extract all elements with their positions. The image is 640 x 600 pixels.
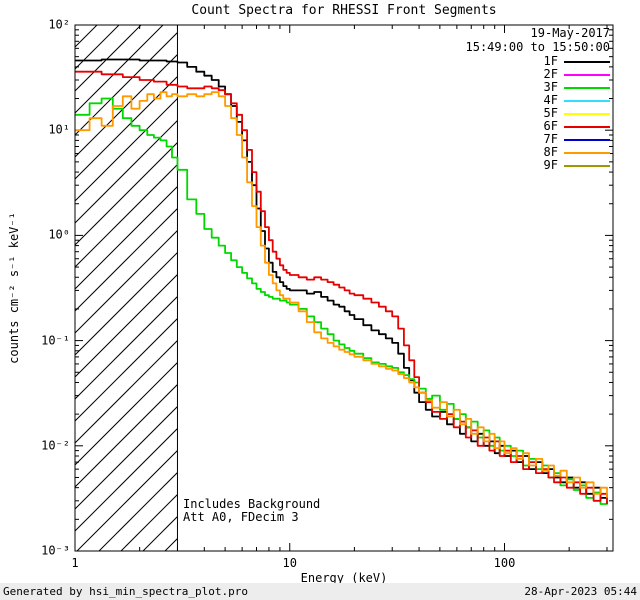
- legend-label: 1F: [543, 54, 558, 68]
- legend-label: 3F: [543, 80, 558, 94]
- legend-row-5F: 5F: [466, 106, 610, 120]
- legend-color-line: [564, 125, 610, 128]
- legend-entries: 1F 2F 3F 4F 5F 6F 7F 8F 9F: [466, 54, 610, 172]
- y-axis-label: counts cm⁻² s⁻¹ keV⁻¹: [7, 212, 21, 364]
- x-tick-label: 10: [282, 556, 297, 570]
- legend-color-line: [564, 60, 610, 63]
- legend-color-line: [564, 164, 610, 167]
- legend-row-6F: 6F: [466, 119, 610, 133]
- y-tick-label: 10⁻³: [41, 543, 70, 558]
- y-tick-label: 10²: [48, 17, 70, 32]
- y-tick-label: 10⁻¹: [41, 332, 70, 347]
- legend-label: 8F: [543, 145, 558, 159]
- legend-color-line: [564, 99, 610, 102]
- footer-bar: Generated by hsi_min_spectra_plot.pro 28…: [0, 583, 640, 600]
- x-axis-label: Energy (keV): [300, 571, 388, 585]
- y-tick-label: 10⁰: [48, 227, 70, 242]
- legend-label: 4F: [543, 93, 558, 107]
- legend-row-8F: 8F: [466, 145, 610, 159]
- series-line-3F: [75, 97, 608, 505]
- legend: 19-May-2017 15:49:00 to 15:50:00 1F 2F 3F 4…: [465, 26, 611, 172]
- annotation-attenuator-state: Att A0, FDecim 3: [183, 510, 299, 524]
- legend-row-1F: 1F: [466, 54, 610, 68]
- legend-color-line: [564, 138, 610, 141]
- legend-row-9F: 9F: [466, 158, 610, 172]
- legend-color-line: [564, 73, 610, 76]
- legend-date: 19-May-2017: [530, 26, 610, 40]
- plot-frame: [74, 24, 614, 552]
- axis-ticks: [74, 24, 613, 552]
- legend-color-line: [564, 86, 610, 89]
- legend-time-range: 15:49:00 to 15:50:00: [465, 40, 611, 54]
- legend-label: 7F: [543, 132, 558, 146]
- legend-row-3F: 3F: [466, 80, 610, 94]
- footer-timestamp: 28-Apr-2023 05:44: [524, 585, 637, 598]
- y-tick-label: 10⁻²: [41, 438, 70, 453]
- legend-label: 6F: [543, 119, 558, 133]
- x-tick-label: 100: [493, 556, 516, 570]
- annotation-includes-background: Includes Background: [183, 497, 321, 511]
- series-line-6F: [75, 70, 608, 504]
- page-title: Count Spectra for RHESSI Front Segments: [191, 3, 497, 18]
- legend-label: 5F: [543, 106, 558, 120]
- y-tick-label: 10¹: [48, 122, 70, 137]
- legend-row-2F: 2F: [466, 67, 610, 81]
- legend-color-line: [564, 112, 610, 115]
- legend-label: 2F: [543, 67, 558, 81]
- legend-label: 9F: [543, 158, 558, 172]
- legend-row-4F: 4F: [466, 93, 610, 107]
- series-line-8F: [75, 91, 608, 498]
- legend-color-line: [564, 151, 610, 154]
- legend-row-7F: 7F: [466, 132, 610, 146]
- footer-generated-by: Generated by hsi_min_spectra_plot.pro: [3, 585, 249, 598]
- x-tick-label: 1: [71, 556, 79, 570]
